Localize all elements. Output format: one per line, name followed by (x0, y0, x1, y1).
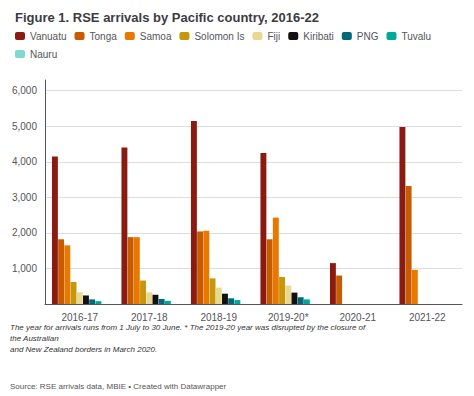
svg-text:2020-21: 2020-21 (339, 312, 376, 323)
svg-text:2018-19: 2018-19 (200, 312, 237, 323)
svg-text:and New Zealand borders in Mar: and New Zealand borders in March 2020. (10, 345, 157, 354)
svg-text:Source: RSE arrivals data, MBI: Source: RSE arrivals data, MBIE • Create… (10, 382, 227, 391)
svg-text:2021-22: 2021-22 (409, 312, 446, 323)
svg-text:5,000: 5,000 (12, 121, 37, 132)
svg-text:1,000: 1,000 (12, 263, 37, 274)
svg-text:2019-20*: 2019-20* (268, 312, 309, 323)
svg-text:2017-18: 2017-18 (131, 312, 168, 323)
svg-text:Figure 1. RSE arrivals by Paci: Figure 1. RSE arrivals by Pacific countr… (15, 10, 319, 25)
svg-text:2,000: 2,000 (12, 227, 37, 238)
svg-text:2016-17: 2016-17 (61, 312, 98, 323)
svg-text:Kiribati: Kiribati (303, 31, 334, 42)
svg-text:Vanuatu: Vanuatu (30, 31, 67, 42)
svg-text:Samoa: Samoa (140, 31, 172, 42)
svg-text:the Australian: the Australian (10, 334, 59, 343)
svg-text:3,000: 3,000 (12, 192, 37, 203)
svg-text:Solomon Is: Solomon Is (194, 31, 244, 42)
svg-text:Tuvalu: Tuvalu (401, 31, 431, 42)
svg-text:Nauru: Nauru (30, 49, 57, 60)
svg-text:PNG: PNG (357, 31, 379, 42)
svg-text:Tonga: Tonga (90, 31, 118, 42)
svg-text:The year for arrivals runs fro: The year for arrivals runs from 1 July t… (10, 323, 368, 332)
svg-text:4,000: 4,000 (12, 156, 37, 167)
svg-text:6,000: 6,000 (12, 85, 37, 96)
svg-text:Fiji: Fiji (267, 31, 280, 42)
